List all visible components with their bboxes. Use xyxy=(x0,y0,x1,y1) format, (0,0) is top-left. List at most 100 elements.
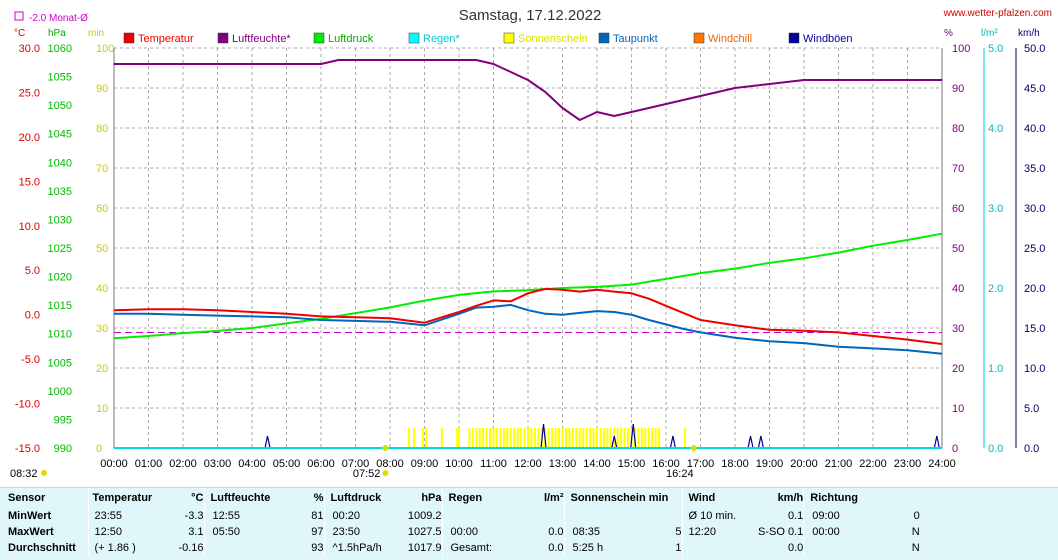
humidity_pct-tick-label: 40 xyxy=(952,283,964,295)
wind_kmh-tick-label: 0.0 xyxy=(1024,443,1039,455)
legend-regen: Regen* xyxy=(423,33,460,45)
sunshine-bar xyxy=(456,428,459,448)
humidity-unit-label: % xyxy=(944,28,953,39)
x-axis-tick-labels: 00:00 01:00 02:00 03:00 04:00 05:00 06:00 07:00… xyxy=(100,445,956,470)
wind-gust-spikes xyxy=(264,423,940,449)
wind_kmh-tick-label: 10.0 xyxy=(1024,363,1045,375)
sunshine-bar xyxy=(530,428,533,448)
pressure_hpa-tick-label: 995 xyxy=(54,414,72,426)
stats-sun-time: 5:25 h xyxy=(563,540,674,556)
x-tick-label: 09:00 xyxy=(411,458,439,470)
x-tick-label: 18:00 xyxy=(721,458,749,470)
x-tick-label: 08:00 xyxy=(376,458,404,470)
stats-rain-val xyxy=(526,508,564,524)
daylength-label: 08:32 xyxy=(10,468,38,480)
wind_kmh-tick-label: 15.0 xyxy=(1024,323,1045,335)
wind_kmh-tick-label: 25.0 xyxy=(1024,243,1045,255)
sunshine-bar xyxy=(509,428,512,448)
sunshine-bar xyxy=(537,428,540,448)
hdr-press-unit: hPa xyxy=(421,492,442,504)
sunshine-bar xyxy=(407,428,410,448)
series-line-luftdruck xyxy=(113,232,943,340)
x-tick-label: 14:00 xyxy=(583,458,611,470)
stats-sensor: MinWert xyxy=(8,510,52,522)
pressure_hpa-tick-label: 1050 xyxy=(48,100,72,112)
humidity_pct-tick-label: 10 xyxy=(952,403,964,415)
stats-dir-val: N xyxy=(911,526,920,538)
sun_min-tick-label: 50 xyxy=(96,243,108,255)
x-tick-label: 20:00 xyxy=(790,458,818,470)
x-tick-label: 03:00 xyxy=(204,458,232,470)
sunshine-bar xyxy=(413,428,416,448)
stats-dir-val: 0 xyxy=(913,510,920,522)
sunshine-bar xyxy=(485,428,488,448)
pressure_hpa-tick-label: 1005 xyxy=(48,357,72,369)
temp_c-tick-label: 25.0 xyxy=(19,87,40,99)
stats-press-time: ^1.5hPa/h xyxy=(323,540,398,556)
legend-swatch-sonnenschein xyxy=(503,32,515,44)
temp_c-tick-label: -5.0 xyxy=(21,354,40,366)
month-avg-label: -2.0 Monat-Ø xyxy=(29,13,88,24)
rain_lm2-tick-label: 0.0 xyxy=(988,443,1003,455)
stats-sun-time xyxy=(563,508,674,524)
sunshine-bar xyxy=(523,428,526,448)
sunshine-bar xyxy=(564,428,567,448)
sunshine-bar xyxy=(616,428,619,448)
sunshine-bar xyxy=(596,428,598,448)
pressure_hpa-tick-label: 1045 xyxy=(48,129,72,141)
pressure_hpa-tick-label: 1035 xyxy=(48,186,72,198)
rain-unit-label: l/m² xyxy=(981,28,998,39)
stats-hum-time xyxy=(203,540,294,556)
hdr-luftdruck: Luftdruck xyxy=(323,488,398,508)
x-tick-label: 07:00 xyxy=(342,458,370,470)
wind-gust-spike xyxy=(264,435,271,449)
stats-press-val: 1027.5 xyxy=(407,526,442,538)
sunshine-bar xyxy=(602,428,605,448)
sun_min-tick-label: 10 xyxy=(96,403,108,415)
stats-hum-time: 12:55 xyxy=(203,508,294,524)
x-tick-label: 15:00 xyxy=(618,458,646,470)
pressure_hpa-tick-label: 1055 xyxy=(48,72,72,84)
x-tick-label: 13:00 xyxy=(549,458,577,470)
sun_min-tick-label: 80 xyxy=(96,123,108,135)
wind_kmh-tick-label: 5.0 xyxy=(1024,403,1039,415)
pressure_hpa-tick-label: 1040 xyxy=(48,157,72,169)
legend-swatch-regen xyxy=(408,32,420,44)
sun_min-tick-label: 60 xyxy=(96,203,108,215)
wind_kmh-tick-label: 50.0 xyxy=(1024,43,1045,55)
pressure_hpa-tick-label: 990 xyxy=(54,443,72,455)
stats-temp-time: 12:50 xyxy=(87,524,164,540)
sunrise-label: 07:52 xyxy=(353,468,381,480)
rain_lm2-tick-label: 2.0 xyxy=(988,283,1003,295)
stats-press-val: 1009.2 xyxy=(407,510,442,522)
sun_min-tick-label: 0 xyxy=(96,443,102,455)
x-tick-label: 10:00 xyxy=(445,458,473,470)
hdr-temp-unit: °C xyxy=(191,492,204,504)
legend-swatch-temperatur xyxy=(123,32,135,44)
sunshine-bar xyxy=(478,428,481,448)
daylength-sun-icon xyxy=(41,470,47,476)
stats-wind-val: 0.0 xyxy=(787,542,804,554)
stats-wind-val: S-SO 0.1 xyxy=(758,526,804,538)
sunrise-axis-marker xyxy=(382,445,389,451)
sunshine-bar xyxy=(499,428,502,448)
stats-rain-val: 0.0 xyxy=(548,526,564,538)
x-tick-label: 02:00 xyxy=(169,458,197,470)
temp_c-tick-label: 10.0 xyxy=(19,221,40,233)
sunshine-bar xyxy=(421,428,424,448)
sunshine-bar xyxy=(620,428,623,448)
stats-sun-time: 08:35 xyxy=(563,524,674,540)
series-line-taupunkt xyxy=(114,303,943,355)
hdr-luftfeuchte: Luftfeuchte xyxy=(203,488,294,508)
humidity_pct-tick-label: 20 xyxy=(952,363,964,375)
rain_lm2-tick-label: 4.0 xyxy=(988,123,1003,135)
x-tick-label: 04:00 xyxy=(238,458,266,470)
sunshine-bar xyxy=(482,428,485,448)
sunshine-bar xyxy=(468,428,471,448)
humidity_pct-tick-label: 90 xyxy=(952,83,964,95)
rain_lm2-tick-label: 3.0 xyxy=(988,203,1003,215)
pressure_hpa-tick-label: 1010 xyxy=(48,329,72,341)
x-tick-label: 12:00 xyxy=(514,458,542,470)
pressure-unit-label: hPa xyxy=(48,28,66,39)
site-link[interactable]: www.wetter-pfalzen.com xyxy=(943,8,1052,19)
